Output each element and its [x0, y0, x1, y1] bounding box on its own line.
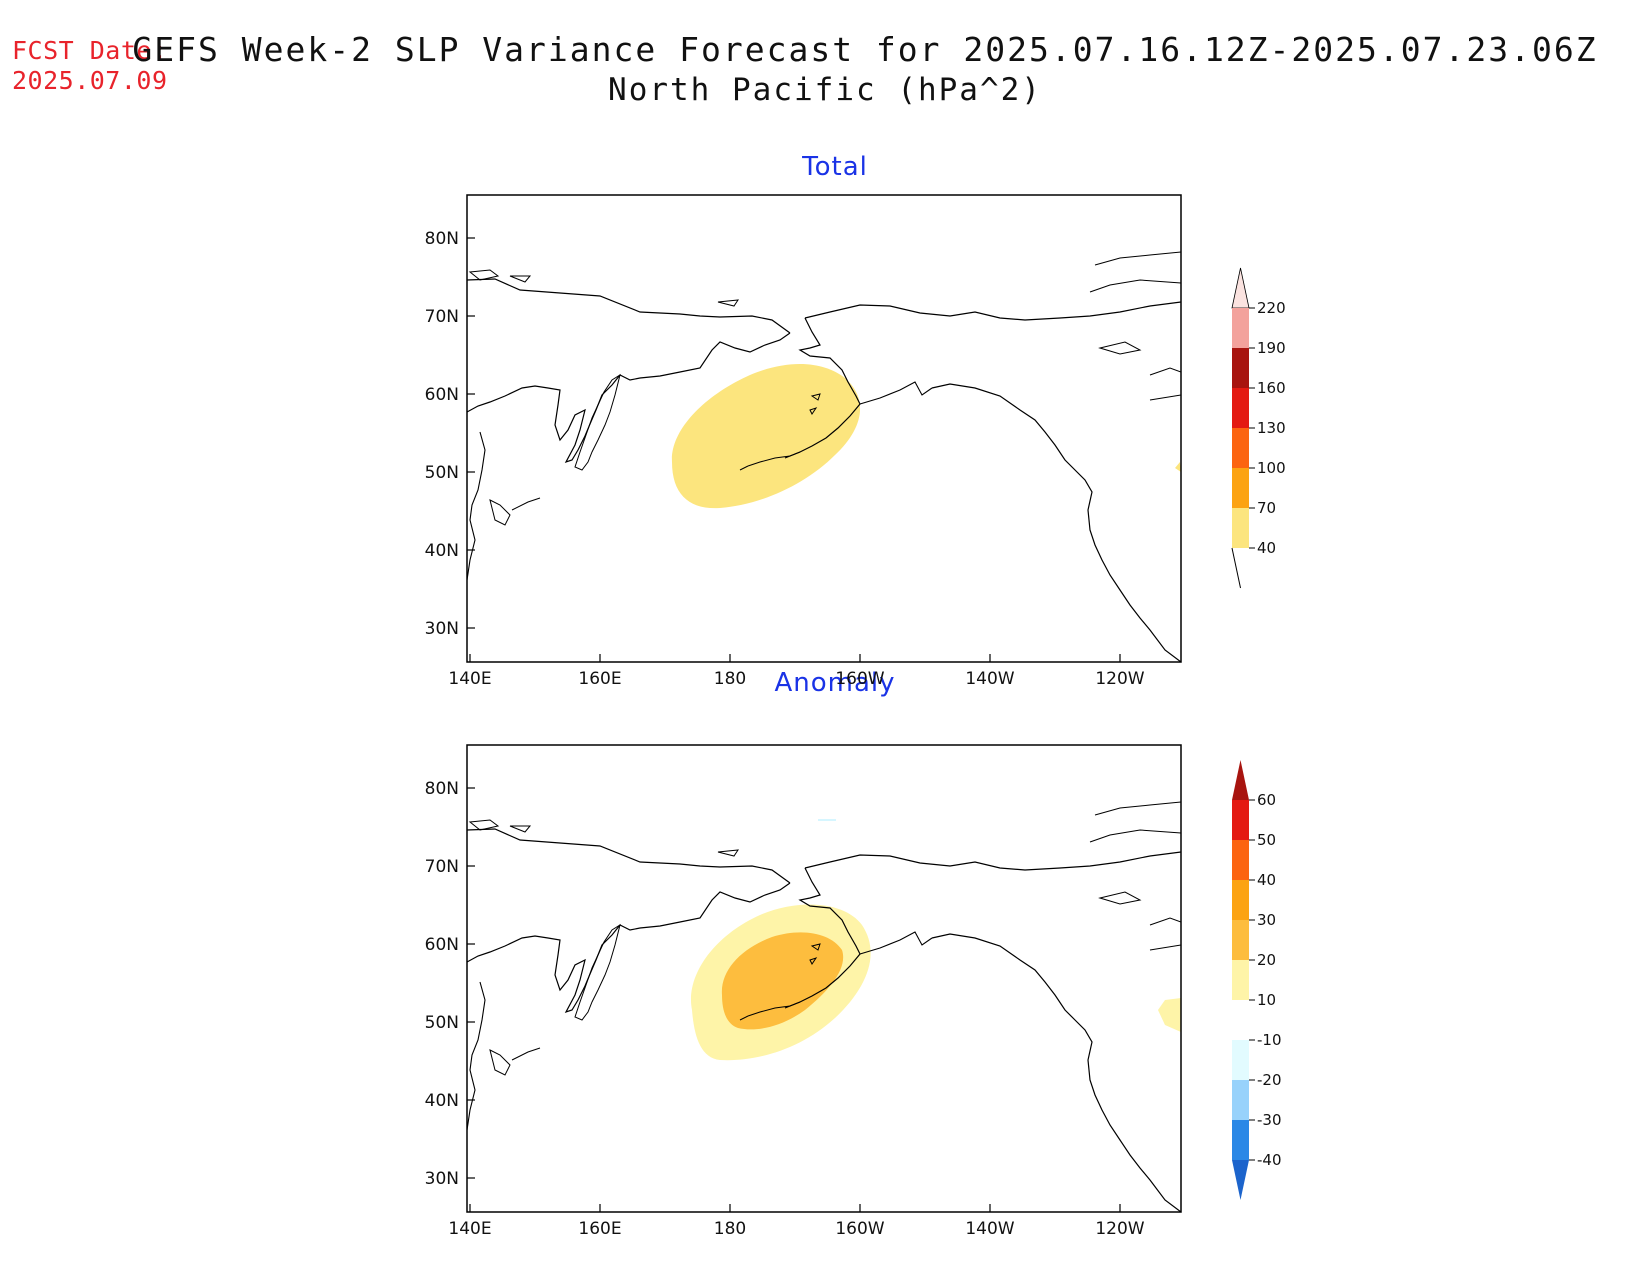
colorbar-label: 50	[1257, 831, 1276, 849]
colorbar-label: 60	[1257, 791, 1276, 809]
colorbar-top-arrow	[1231, 267, 1250, 309]
longitude-label-120w: 120W	[1095, 669, 1144, 689]
colorbar-label: 40	[1257, 871, 1276, 889]
colorbar-segment	[1232, 840, 1249, 880]
colorbar-label: -20	[1257, 1071, 1282, 1089]
longitude-label-180: 180	[714, 1219, 746, 1239]
colorbar-label: 130	[1257, 419, 1286, 437]
latitude-label-80n: 80N	[425, 779, 459, 799]
colorbar-segment	[1232, 508, 1249, 548]
colorbar-bottom-arrow	[1231, 547, 1241, 589]
longitude-label-120w: 120W	[1095, 1219, 1144, 1239]
colorbar-label: 30	[1257, 911, 1276, 929]
latitude-label-50n: 50N	[425, 1013, 459, 1033]
colorbar-label: 100	[1257, 459, 1286, 477]
colorbar-segment	[1232, 348, 1249, 388]
latitude-label-60n: 60N	[425, 935, 459, 955]
anomaly-longitude-labels: 140E 160E 180 160W 140W 120W	[448, 1219, 1144, 1239]
colorbar-segment	[1232, 960, 1249, 1000]
total-latitude-labels: 80N 70N 60N 50N 40N 30N	[425, 229, 459, 639]
anomaly-map-panel: 80N 70N 60N 50N 40N 30N 140E 160E 180 160W 140W 12…	[425, 744, 1282, 1239]
latitude-label-40n: 40N	[425, 541, 459, 561]
longitude-label-140e: 140E	[448, 1219, 491, 1239]
colorbar-segment	[1232, 428, 1249, 468]
colorbar-segment	[1232, 880, 1249, 920]
anomaly-edge-patch	[1158, 998, 1181, 1032]
latitude-label-40n: 40N	[425, 1091, 459, 1111]
longitude-label-160w: 160W	[835, 669, 884, 689]
colorbar-bottom-arrow	[1232, 1160, 1249, 1200]
colorbar-segment	[1232, 920, 1249, 960]
colorbar-label: 10	[1257, 991, 1276, 1009]
colorbar-segment	[1232, 468, 1249, 508]
anomaly-colorbar: 60 50 40 30 20 10 -10 -20 -30 -40	[1232, 760, 1282, 1200]
total-variance-contour-40	[671, 363, 861, 509]
latitude-label-60n: 60N	[425, 385, 459, 405]
colorbar-segment	[1232, 1080, 1249, 1120]
colorbar-label: 40	[1257, 539, 1276, 557]
map-title: GEFS Week-2 SLP Variance Forecast for 20…	[132, 30, 1598, 69]
map-subtitle: North Pacific (hPa^2)	[608, 72, 1042, 108]
colorbar-label: -40	[1257, 1151, 1282, 1169]
colorbar-label: 70	[1257, 499, 1276, 517]
latitude-label-70n: 70N	[425, 857, 459, 877]
colorbar-label: 190	[1257, 339, 1286, 357]
latitude-label-30n: 30N	[425, 1169, 459, 1189]
forecast-date-label: FCST Date:	[12, 36, 168, 65]
colorbar-label: 160	[1257, 379, 1286, 397]
panel-title-anomaly: Anomaly	[774, 668, 896, 698]
colorbar-label: -10	[1257, 1031, 1282, 1049]
latitude-label-80n: 80N	[425, 229, 459, 249]
forecast-date-block: FCST Date: 2025.07.09	[12, 36, 168, 96]
total-axis-ticks	[467, 237, 1121, 662]
longitude-label-140w: 140W	[965, 1219, 1014, 1239]
longitude-label-160e: 160E	[578, 669, 621, 689]
latitude-label-50n: 50N	[425, 463, 459, 483]
longitude-label-160e: 160E	[578, 1219, 621, 1239]
longitude-label-140w: 140W	[965, 669, 1014, 689]
longitude-label-140e: 140E	[448, 669, 491, 689]
colorbar-segment	[1232, 308, 1249, 348]
colorbar-label: -30	[1257, 1111, 1282, 1129]
longitude-label-160w: 160W	[835, 1219, 884, 1239]
colorbar-segment	[1232, 1040, 1249, 1080]
panel-title-total: Total	[802, 152, 868, 182]
anomaly-contour-20	[721, 932, 844, 1030]
total-map-frame	[466, 194, 1182, 663]
total-longitude-labels: 140E 160E 180 160W 140W 120W	[448, 669, 1144, 689]
colorbar-label: 220	[1257, 299, 1286, 317]
longitude-label-180: 180	[714, 669, 746, 689]
colorbar-label: 20	[1257, 951, 1276, 969]
latitude-label-70n: 70N	[425, 307, 459, 327]
anomaly-latitude-labels: 80N 70N 60N 50N 40N 30N	[425, 779, 459, 1189]
colorbar-segment	[1232, 388, 1249, 428]
forecast-date-value: 2025.07.09	[12, 66, 168, 95]
anomaly-map-frame	[466, 744, 1182, 1213]
total-variance-edge-patch	[1175, 462, 1181, 472]
total-colorbar: 220 190 160 130 100 70 40	[1231, 267, 1286, 589]
colorbar-segment	[1232, 800, 1249, 840]
anomaly-axis-ticks	[467, 787, 1121, 1212]
colorbar-segment	[1232, 1120, 1249, 1160]
colorbar-segment	[1232, 1000, 1249, 1040]
total-map-panel: 80N 70N 60N 50N 40N 30N 140E 160E 180 160W 140W 12…	[425, 194, 1286, 689]
colorbar-top-arrow	[1232, 760, 1249, 800]
latitude-label-30n: 30N	[425, 619, 459, 639]
